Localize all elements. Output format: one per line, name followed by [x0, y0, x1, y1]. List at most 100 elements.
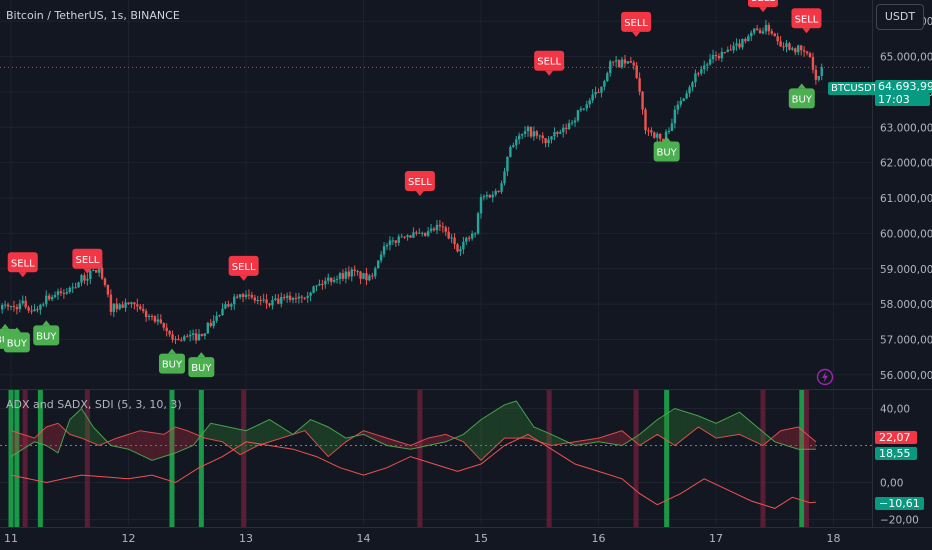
- sell-band: [760, 390, 766, 527]
- green-fill: [516, 401, 519, 439]
- candle-body: [188, 334, 192, 337]
- red-fill: [43, 426, 47, 446]
- candle-body: [59, 291, 63, 293]
- candle-body: [491, 194, 494, 198]
- currency-button[interactable]: USDT: [876, 4, 924, 30]
- green-fill: [647, 425, 651, 441]
- green-fill: [499, 406, 503, 443]
- candle-body: [141, 308, 145, 312]
- candle-body: [694, 73, 697, 83]
- candle-body: [776, 36, 779, 42]
- red-fill: [582, 440, 585, 445]
- candle-body: [744, 38, 747, 42]
- red-fill: [448, 435, 451, 441]
- green-fill: [763, 431, 766, 446]
- sell-label-box: [534, 50, 565, 71]
- green-fill: [502, 404, 505, 441]
- candle-body: [685, 93, 688, 99]
- green-fill: [274, 422, 277, 441]
- green-fill: [476, 421, 479, 458]
- sell-signal: SELL: [748, 0, 778, 13]
- symbol-title: Bitcoin / TetherUS, 1s, BINANCE: [6, 9, 180, 22]
- candle-body: [453, 237, 456, 245]
- green-fill: [492, 410, 496, 450]
- candle-body: [183, 336, 186, 341]
- green-fill: [549, 433, 552, 446]
- candle-body: [112, 303, 116, 312]
- candle-body: [523, 131, 527, 134]
- red-fill: [156, 433, 160, 459]
- candle-body: [127, 302, 130, 305]
- green-fill: [692, 414, 695, 432]
- red-fill: [18, 432, 21, 453]
- candle-body: [332, 279, 336, 282]
- candle-body: [752, 28, 756, 33]
- candle-body: [570, 122, 574, 124]
- buy-label-text: BUY: [162, 360, 183, 371]
- candle-body: [703, 65, 706, 70]
- time-tick-label: 16: [592, 532, 606, 545]
- buy-pointer: [42, 320, 51, 326]
- green-fill: [283, 428, 286, 438]
- green-fill: [723, 418, 726, 437]
- lightning-icon[interactable]: [816, 368, 834, 386]
- buy-band: [198, 390, 204, 527]
- green-fill: [220, 425, 223, 442]
- candle-body: [409, 235, 412, 238]
- candle-body: [382, 246, 386, 255]
- candle-body: [538, 135, 541, 137]
- red-fill: [161, 434, 164, 458]
- green-fill: [697, 415, 700, 428]
- buy-band: [169, 390, 175, 527]
- candle-body: [50, 297, 54, 300]
- red-fill: [593, 438, 597, 443]
- candle-body: [667, 130, 671, 132]
- red-fill: [600, 436, 604, 443]
- green-fill: [643, 429, 646, 444]
- candle-body: [118, 304, 121, 310]
- red-fill: [805, 432, 808, 450]
- candle-body: [47, 295, 51, 300]
- red-fill: [589, 439, 592, 444]
- red-fill: [152, 432, 155, 461]
- green-fill: [217, 424, 221, 442]
- candle-body: [159, 319, 163, 324]
- candle-body: [327, 277, 330, 281]
- buy-signal: BUY: [788, 83, 815, 109]
- time-tick-label: 17: [709, 532, 723, 545]
- green-fill: [659, 416, 662, 438]
- candle-body: [503, 171, 506, 184]
- red-fill: [579, 440, 583, 445]
- red-fill: [39, 431, 42, 444]
- red-fill: [798, 426, 801, 450]
- red-fill: [133, 432, 136, 453]
- last-price-tag: 64.693,99: [875, 80, 932, 93]
- candle-body: [805, 51, 809, 54]
- green-fill: [716, 422, 719, 439]
- candle-body: [197, 334, 201, 341]
- buy-label-box: [33, 325, 60, 346]
- green-fill: [751, 422, 754, 442]
- candle-body: [318, 283, 321, 286]
- candle-body: [600, 86, 603, 93]
- candle-body: [779, 41, 782, 47]
- red-fill: [114, 438, 117, 447]
- red-fill: [187, 430, 190, 448]
- candle-body: [53, 295, 57, 298]
- red-fill: [180, 428, 183, 451]
- candle-body: [500, 183, 503, 192]
- green-fill: [741, 414, 745, 437]
- candle-body: [418, 232, 421, 234]
- red-fill: [382, 436, 385, 445]
- candle-body: [15, 307, 19, 310]
- candle-body: [603, 81, 606, 87]
- sell-label-box: [748, 0, 778, 8]
- candle-body: [282, 297, 286, 299]
- green-fill: [67, 419, 70, 435]
- time-axis[interactable]: 11 12 13 14 15 16 17 18: [4, 532, 841, 545]
- candle-body: [94, 270, 98, 273]
- candle-body: [429, 228, 433, 232]
- red-fill: [368, 432, 371, 438]
- price-tick-label: 57.000,00: [880, 334, 932, 346]
